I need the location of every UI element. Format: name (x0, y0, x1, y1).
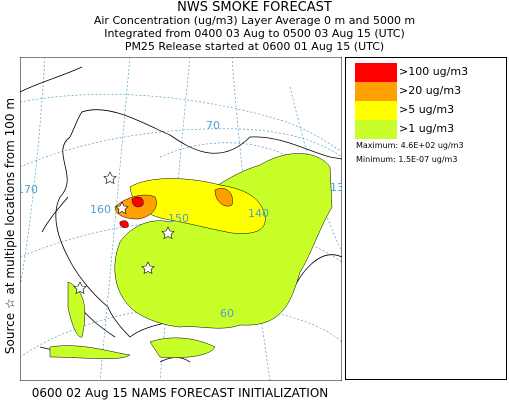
grid-label-70: 70 (206, 119, 220, 132)
bering-coast (41, 196, 69, 233)
grid-label-170: 170 (20, 183, 38, 196)
legend-label-gt5: >5 ug/m3 (399, 103, 455, 116)
grid-label-60: 60 (220, 307, 234, 320)
legend-item-gt100: >100 ug/m3 (355, 63, 505, 82)
contour-gt100-south (119, 220, 129, 228)
grid-label-160: 160 (90, 203, 111, 216)
legend-label-gt1: >1 ug/m3 (399, 122, 455, 135)
latitude-line-60 (20, 305, 342, 358)
source-star (103, 171, 117, 185)
contour-gt1-aleutians (49, 345, 131, 359)
legend-swatch-gt1 (355, 120, 397, 139)
contour-gt100 (131, 196, 144, 208)
legend-swatch-gt5 (355, 101, 397, 120)
legend-item-gt5: >5 ug/m3 (355, 101, 505, 120)
contour-gt1-southcoast (149, 337, 216, 358)
longitude-line-170 (20, 57, 46, 288)
legend-label-gt20: >20 ug/m3 (399, 84, 462, 97)
legend: >100 ug/m3 >20 ug/m3 >5 ug/m3 >1 ug/m3 M… (345, 57, 507, 380)
subtitle-release: PM25 Release started at 0600 01 Aug 15 (… (124, 40, 385, 53)
source-axis-text: Source ☆ at multiple locations from 100 … (3, 97, 17, 355)
smoke-contours (49, 153, 333, 359)
source-star (73, 281, 87, 295)
grid-labels: 170 160 150 70 60 140 130 (20, 119, 342, 320)
legend-item-gt20: >20 ug/m3 (355, 82, 505, 101)
legend-swatch-gt20 (355, 82, 397, 101)
longitude-line-130 (289, 86, 342, 253)
legend-label-gt100: >100 ug/m3 (399, 65, 469, 78)
source-star (141, 261, 155, 275)
latitude-line-70 (20, 128, 342, 168)
siberia-coast (20, 66, 83, 93)
forecast-initialization: 0600 02 Aug 15 NAMS FORECAST INITIALIZAT… (31, 386, 329, 400)
source-star (115, 201, 129, 215)
contour-gt20-east (214, 188, 233, 207)
grid-label-140: 140 (248, 207, 269, 220)
chart-title: NWS SMOKE FORECAST (177, 0, 332, 15)
source-star (161, 226, 175, 240)
latitude-line-80 (20, 94, 342, 153)
legend-minimum: Minimum: 1.5E-07 ug/m3 (356, 155, 458, 164)
subtitle-concentration: Air Concentration (ug/m3) Layer Average … (93, 14, 416, 27)
contour-gt5 (129, 178, 266, 234)
grid-label-130: 130 (330, 181, 342, 194)
subtitle-integration: Integrated from 0400 03 Aug to 0500 03 A… (104, 27, 405, 40)
legend-maximum: Maximum: 4.6E+02 ug/m3 (356, 141, 464, 150)
source-markers (73, 171, 175, 295)
grid-label-150: 150 (168, 212, 189, 225)
longitude-line-160 (99, 57, 131, 381)
legend-item-gt1: >1 ug/m3 (355, 120, 505, 139)
legend-swatch-gt100 (355, 63, 397, 82)
smoke-map: 170 160 150 70 60 140 130 (20, 57, 342, 381)
